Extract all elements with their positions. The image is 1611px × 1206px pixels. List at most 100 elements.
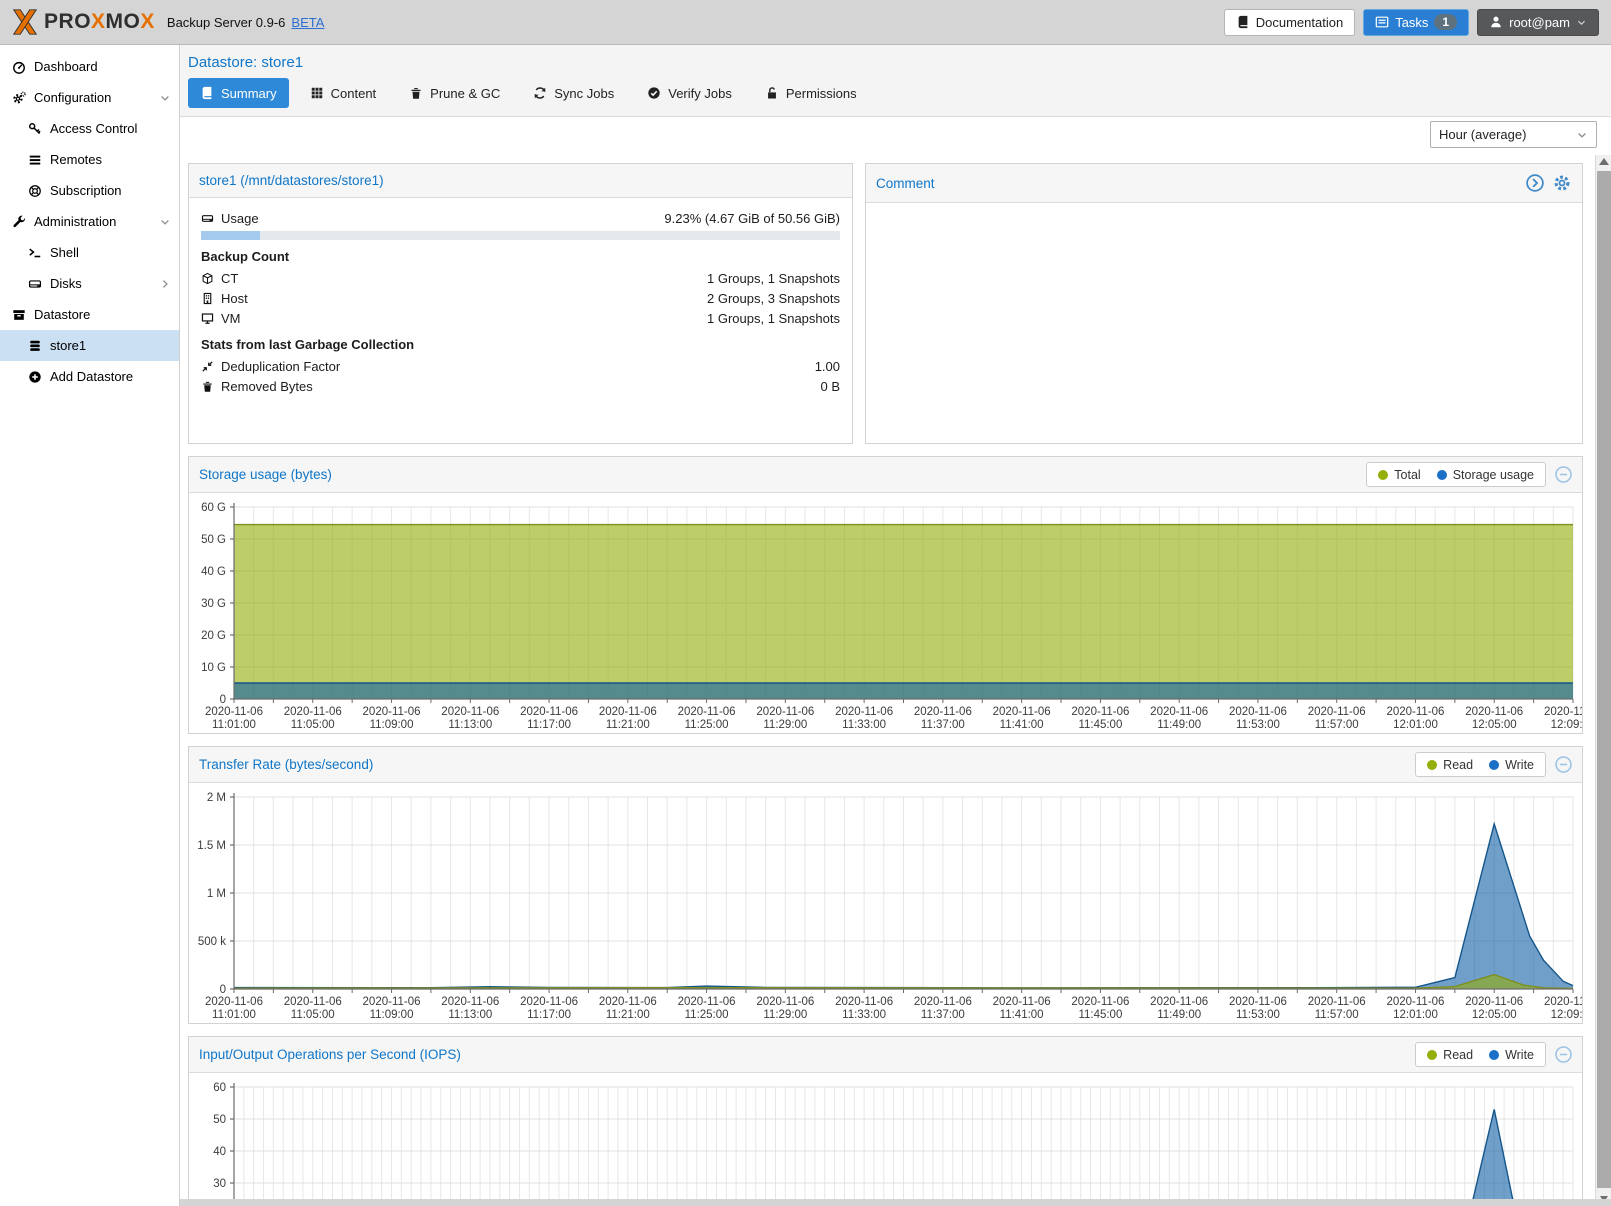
documentation-button[interactable]: Documentation — [1223, 8, 1356, 36]
svg-text:2020-11-06: 2020-11-06 — [1386, 706, 1444, 718]
sidebar-item-subscription[interactable]: Subscription — [0, 175, 179, 206]
chart-legend: Read Write — [1415, 752, 1546, 777]
chart-title: Transfer Rate (bytes/second) — [199, 757, 374, 772]
svg-text:2020-11-06: 2020-11-06 — [520, 996, 578, 1008]
scroll-up-arrow[interactable] — [1599, 158, 1609, 165]
legend-item-read[interactable]: Read — [1427, 758, 1473, 772]
svg-text:11:41:00: 11:41:00 — [1000, 719, 1044, 731]
tasks-count-badge: 1 — [1434, 14, 1458, 30]
svg-text:11:09:00: 11:09:00 — [370, 719, 414, 731]
svg-text:11:09:00: 11:09:00 — [370, 1009, 414, 1021]
svg-text:500 k: 500 k — [198, 936, 226, 948]
gears-icon — [12, 91, 26, 105]
sidebar-item-datastore[interactable]: Datastore — [0, 299, 179, 330]
iops-chart-panel: Input/Output Operations per Second (IOPS… — [188, 1036, 1583, 1206]
content-header: Datastore: store1 Summary Content Prune & … — [180, 45, 1611, 117]
legend-dot — [1427, 759, 1438, 770]
building-icon — [201, 292, 214, 305]
svg-text:2020-11-06: 2020-11-06 — [756, 996, 814, 1008]
svg-text:60: 60 — [213, 1082, 226, 1094]
sidebar-item-remotes[interactable]: Remotes — [0, 144, 179, 175]
chart-legend: Total Storage usage — [1366, 462, 1546, 487]
circle-arrow-icon[interactable] — [1525, 173, 1545, 193]
svg-text:11:57:00: 11:57:00 — [1315, 719, 1359, 731]
svg-text:2020-11-06: 2020-11-06 — [1386, 996, 1444, 1008]
legend-item-write[interactable]: Write — [1489, 758, 1534, 772]
legend-item-storage-usage[interactable]: Storage usage — [1436, 467, 1534, 482]
svg-text:2020-11-06: 2020-11-06 — [441, 996, 499, 1008]
svg-text:2020-11-06: 2020-11-06 — [835, 706, 893, 718]
beta-link[interactable]: BETA — [291, 14, 325, 30]
svg-text:11:13:00: 11:13:00 — [448, 719, 492, 731]
sidebar-item-dashboard[interactable]: Dashboard — [0, 51, 179, 82]
proxmox-logo-icon — [10, 7, 40, 37]
main-content: Datastore: store1 Summary Content Prune & … — [180, 45, 1611, 1206]
sidebar-item-disks[interactable]: Disks — [0, 268, 179, 299]
chevron-right-icon[interactable] — [159, 278, 171, 290]
legend-label: Total — [1394, 467, 1421, 482]
svg-text:2020-11-06: 2020-11-06 — [914, 706, 972, 718]
legend-label: Storage usage — [1452, 467, 1534, 482]
chevron-down-icon[interactable] — [159, 92, 171, 104]
vertical-scrollbar[interactable] — [1595, 155, 1611, 1206]
minus-circle-icon[interactable] — [1554, 465, 1573, 484]
svg-text:20 G: 20 G — [201, 630, 226, 642]
gear-icon[interactable] — [1552, 173, 1572, 193]
svg-text:11:01:00: 11:01:00 — [212, 1009, 256, 1021]
user-menu-button[interactable]: root@pam — [1477, 8, 1599, 36]
sidebar-item-configuration[interactable]: Configuration — [0, 82, 179, 113]
tab-bar: Summary Content Prune & GC Sync Jobs Verify … — [180, 78, 1611, 108]
user-label: root@pam — [1509, 14, 1570, 30]
legend-item-write[interactable]: Write — [1489, 1048, 1534, 1062]
compress-icon — [201, 360, 214, 373]
svg-text:2020-11-06: 2020-11-06 — [1150, 996, 1208, 1008]
book-icon — [1236, 15, 1250, 29]
legend-dot — [1489, 759, 1500, 770]
tasks-button[interactable]: Tasks 1 — [1363, 8, 1470, 36]
tab-sync-jobs[interactable]: Sync Jobs — [521, 78, 626, 108]
svg-text:1.5 M: 1.5 M — [197, 840, 226, 852]
chevron-down-icon[interactable] — [159, 216, 171, 228]
minus-circle-icon[interactable] — [1554, 1045, 1573, 1064]
svg-text:60 G: 60 G — [201, 502, 226, 514]
tab-content[interactable]: Content — [298, 78, 389, 108]
legend-dot — [1427, 1049, 1438, 1060]
svg-text:30: 30 — [213, 1178, 226, 1190]
legend-item-read[interactable]: Read — [1427, 1048, 1473, 1062]
row-value: 1 Groups, 1 Snapshots — [707, 270, 840, 286]
svg-text:2020-11-06: 2020-11-06 — [1071, 706, 1129, 718]
svg-text:0: 0 — [220, 984, 226, 996]
svg-text:2020-11-06: 2020-11-06 — [205, 996, 263, 1008]
row-label: Host — [221, 290, 248, 306]
tab-permissions[interactable]: Permissions — [753, 78, 869, 108]
sidebar-item-label: Subscription — [50, 183, 122, 198]
minus-circle-icon[interactable] — [1554, 755, 1573, 774]
backup-count-title: Backup Count — [201, 249, 290, 264]
topbar-actions: Documentation Tasks 1 root@pam — [1223, 8, 1611, 36]
svg-text:11:45:00: 11:45:00 — [1078, 719, 1122, 731]
usage-row: Usage 9.23% (4.67 GiB of 50.56 GiB) — [201, 208, 840, 228]
sidebar-item-add-datastore[interactable]: Add Datastore — [0, 361, 179, 392]
row-label: VM — [221, 310, 241, 326]
sidebar-item-store1[interactable]: store1 — [0, 330, 179, 361]
topbar: PROXMOX Backup Server 0.9-6 BETA Documen… — [0, 0, 1611, 45]
legend-label: Read — [1443, 757, 1474, 772]
svg-text:2020-11-06: 2020-11-06 — [1308, 706, 1366, 718]
tab-verify-jobs[interactable]: Verify Jobs — [635, 78, 744, 108]
sidebar-item-shell[interactable]: Shell — [0, 237, 179, 268]
svg-text:1 M: 1 M — [207, 888, 226, 900]
comment-panel: Comment — [865, 163, 1583, 444]
sidebar-item-administration[interactable]: Administration — [0, 206, 179, 237]
disk-icon — [28, 277, 42, 291]
tab-prune-gc[interactable]: Prune & GC — [397, 78, 512, 108]
scrollbar-thumb[interactable] — [1597, 171, 1611, 1188]
tab-summary[interactable]: Summary — [188, 78, 289, 108]
time-range-select[interactable]: Hour (average) — [1430, 121, 1597, 148]
svg-text:11:29:00: 11:29:00 — [763, 719, 807, 731]
tab-label: Content — [330, 85, 377, 101]
svg-text:2020-11-06: 2020-11-06 — [756, 706, 814, 718]
legend-item-total[interactable]: Total — [1378, 467, 1421, 482]
sidebar-item-label: Datastore — [34, 307, 91, 322]
sidebar-item-access-control[interactable]: Access Control — [0, 113, 179, 144]
